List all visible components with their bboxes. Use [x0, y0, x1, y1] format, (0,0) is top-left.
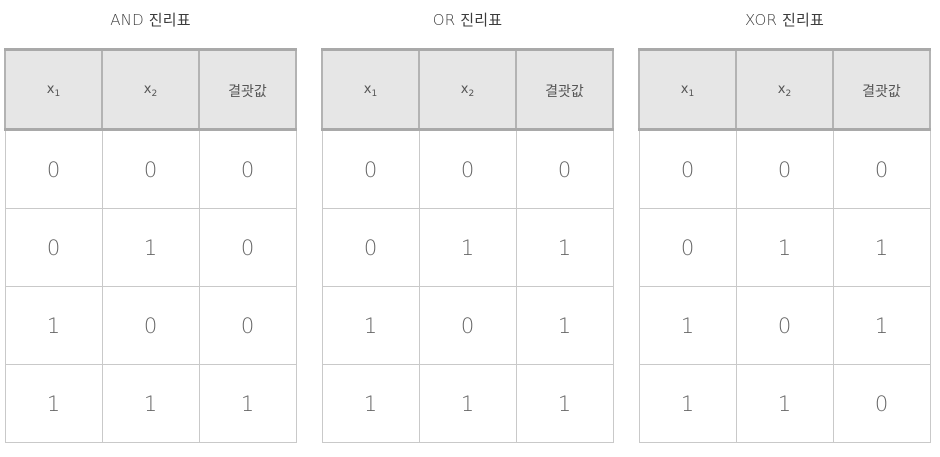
x1-cell: 0: [4, 129, 103, 209]
x2-cell: 1: [101, 364, 200, 443]
result-cell: 0: [198, 208, 297, 287]
x1-header: x1: [638, 48, 737, 131]
x2-cell: 0: [418, 286, 517, 365]
result-cell: 1: [515, 208, 614, 287]
result-cell: 1: [198, 364, 297, 443]
result-cell: 0: [198, 129, 297, 209]
table-title: XOR 진리표: [744, 11, 825, 29]
x1-cell: 0: [321, 129, 420, 209]
table-row: 1 0 1: [321, 286, 614, 365]
x1-cell: 1: [321, 286, 420, 365]
result-cell: 0: [832, 129, 931, 209]
x1-cell: 1: [638, 364, 737, 443]
x2-cell: 0: [418, 129, 517, 209]
xor-truth-table: XOR 진리표 x1 x2 결괏값 0 0 0 0 1 1: [638, 0, 931, 457]
result-header: 결괏값: [198, 48, 297, 131]
table-row: 1 1 0: [638, 364, 931, 443]
truth-table-grid: x1 x2 결괏값 0 0 0 0 1 0 1 0: [4, 48, 297, 443]
x1-cell: 1: [4, 364, 103, 443]
and-truth-table: AND 진리표 x1 x2 결괏값 0 0 0 0 1 0: [4, 0, 297, 457]
truth-table-grid: x1 x2 결괏값 0 0 0 0 1 1 1 0: [321, 48, 614, 443]
table-row: 0 1 0: [4, 208, 297, 287]
result-cell: 0: [515, 129, 614, 209]
x1-cell: 0: [321, 208, 420, 287]
table-row: 1 1 1: [321, 364, 614, 443]
header-row: x1 x2 결괏값: [321, 48, 614, 131]
x1-cell: 1: [4, 286, 103, 365]
x2-header: x2: [418, 48, 517, 131]
table-row: 0 1 1: [638, 208, 931, 287]
table-row: 0 0 0: [4, 129, 297, 209]
x1-header: x1: [321, 48, 420, 131]
x1-cell: 0: [638, 129, 737, 209]
x2-cell: 0: [101, 129, 200, 209]
table-row: 1 1 1: [4, 364, 297, 443]
result-cell: 1: [832, 286, 931, 365]
x2-header: x2: [735, 48, 834, 131]
x2-cell: 1: [735, 364, 834, 443]
x2-header: x2: [101, 48, 200, 131]
result-cell: 0: [198, 286, 297, 365]
result-header: 결괏값: [515, 48, 614, 131]
truth-table-grid: x1 x2 결괏값 0 0 0 0 1 1 1 0: [638, 48, 931, 443]
result-cell: 1: [515, 286, 614, 365]
x1-header: x1: [4, 48, 103, 131]
table-row: 1 0 0: [4, 286, 297, 365]
or-truth-table: OR 진리표 x1 x2 결괏값 0 0 0 0 1 1: [321, 0, 614, 457]
result-header: 결괏값: [832, 48, 931, 131]
x1-cell: 1: [638, 286, 737, 365]
table-row: 1 0 1: [638, 286, 931, 365]
x1-cell: 1: [321, 364, 420, 443]
x2-cell: 0: [735, 286, 834, 365]
x2-cell: 1: [418, 208, 517, 287]
x2-cell: 0: [101, 286, 200, 365]
table-title: AND 진리표: [110, 11, 191, 29]
table-row: 0 0 0: [321, 129, 614, 209]
x2-cell: 1: [418, 364, 517, 443]
x1-cell: 0: [638, 208, 737, 287]
x2-cell: 1: [101, 208, 200, 287]
table-title: OR 진리표: [432, 11, 503, 29]
table-row: 0 0 0: [638, 129, 931, 209]
x2-cell: 0: [735, 129, 834, 209]
header-row: x1 x2 결괏값: [638, 48, 931, 131]
result-cell: 1: [515, 364, 614, 443]
table-row: 0 1 1: [321, 208, 614, 287]
header-row: x1 x2 결괏값: [4, 48, 297, 131]
result-cell: 0: [832, 364, 931, 443]
x2-cell: 1: [735, 208, 834, 287]
result-cell: 1: [832, 208, 931, 287]
x1-cell: 0: [4, 208, 103, 287]
